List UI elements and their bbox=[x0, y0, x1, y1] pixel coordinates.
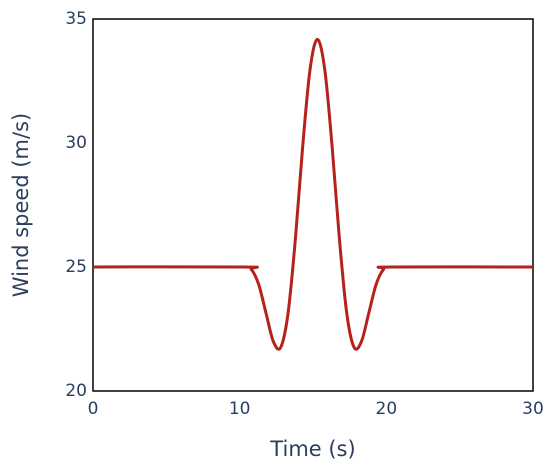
y-tick-label: 35 bbox=[65, 9, 87, 29]
x-tick-label: 30 bbox=[522, 399, 544, 419]
y-tick-label: 25 bbox=[65, 257, 87, 277]
x-tick-label: 20 bbox=[376, 399, 398, 419]
x-tick-label: 10 bbox=[229, 399, 251, 419]
data-line bbox=[92, 37, 534, 351]
x-axis-title: Time (s) bbox=[269, 437, 355, 461]
plot-frame bbox=[92, 18, 534, 392]
y-tick-label: 20 bbox=[65, 381, 87, 401]
x-tick-label: 0 bbox=[88, 399, 99, 419]
y-axis-title: Wind speed (m/s) bbox=[9, 113, 33, 297]
y-tick-label: 30 bbox=[65, 133, 87, 153]
